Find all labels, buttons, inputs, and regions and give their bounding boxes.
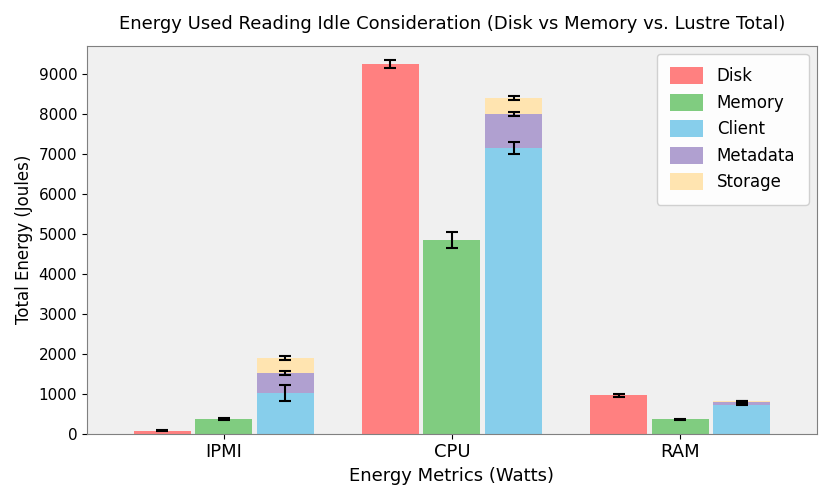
Bar: [713, 404, 770, 434]
Bar: [423, 240, 480, 434]
Bar: [362, 64, 418, 434]
Bar: [485, 98, 542, 114]
Y-axis label: Total Energy (Joules): Total Energy (Joules): [15, 155, 33, 324]
Bar: [713, 402, 770, 404]
Title: Energy Used Reading Idle Consideration (Disk vs Memory vs. Lustre Total): Energy Used Reading Idle Consideration (…: [119, 15, 785, 33]
Legend: Disk, Memory, Client, Metadata, Storage: Disk, Memory, Client, Metadata, Storage: [656, 54, 809, 205]
Bar: [196, 419, 252, 434]
Bar: [590, 396, 647, 434]
X-axis label: Energy Metrics (Watts): Energy Metrics (Watts): [349, 467, 554, 485]
Bar: [485, 148, 542, 434]
Bar: [257, 358, 314, 374]
Bar: [651, 420, 709, 434]
Bar: [257, 374, 314, 393]
Bar: [134, 430, 191, 434]
Bar: [257, 393, 314, 434]
Bar: [713, 401, 770, 402]
Bar: [485, 114, 542, 148]
